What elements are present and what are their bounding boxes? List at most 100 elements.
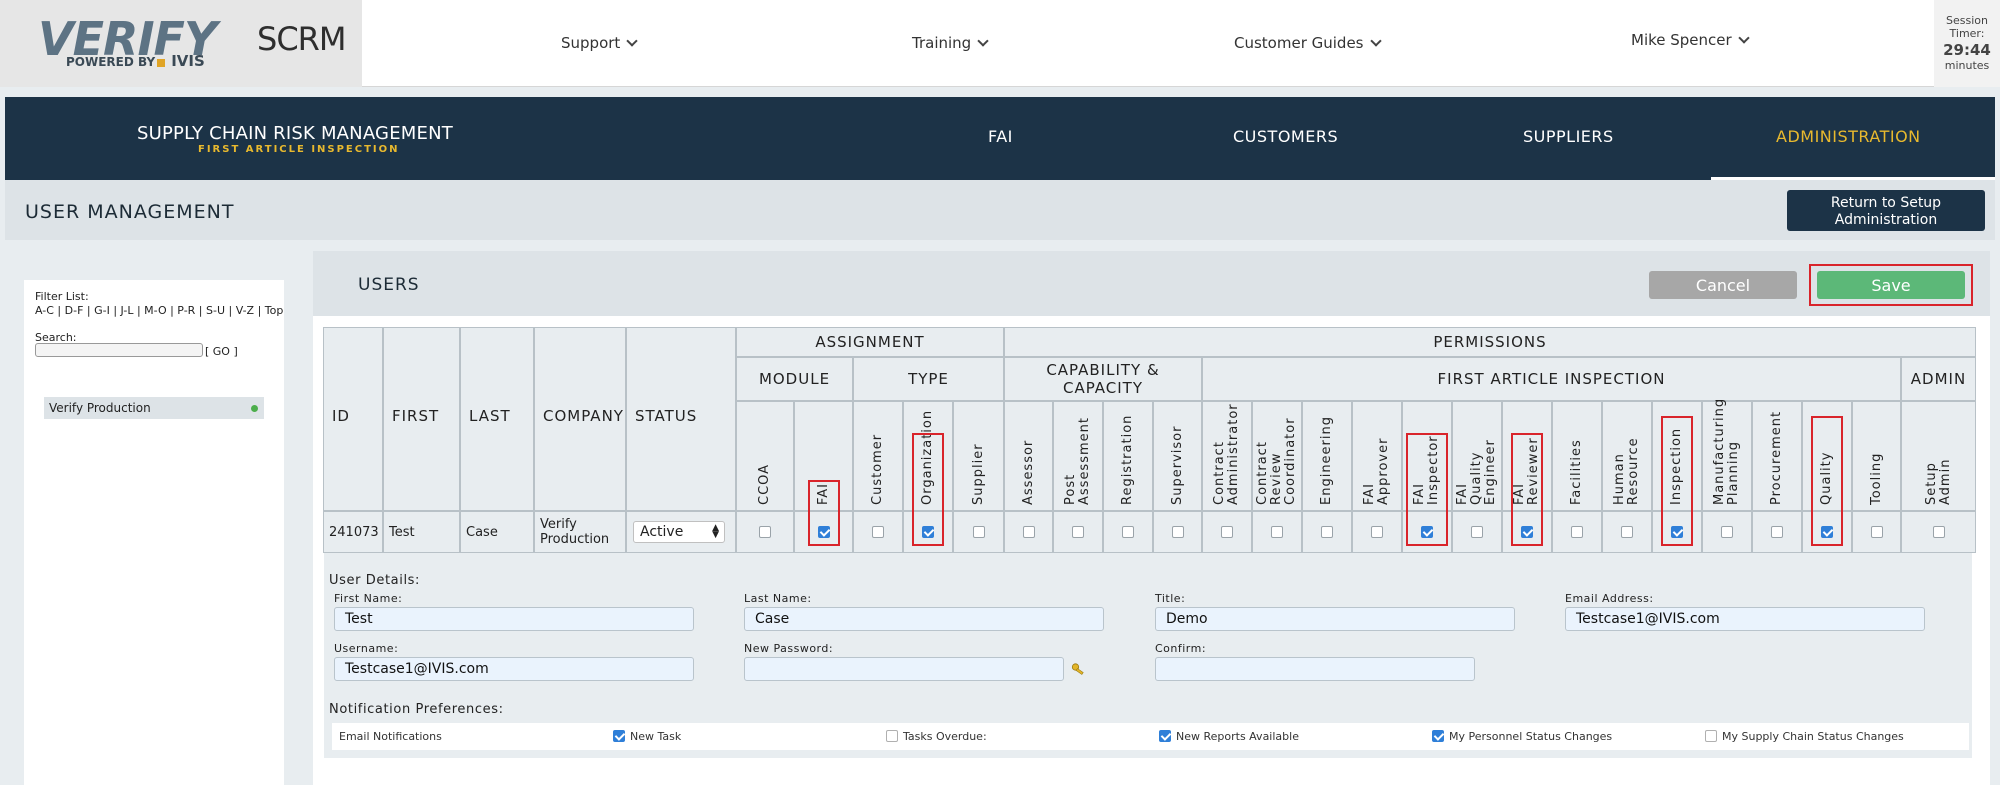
- col-header-label: Facilities: [1569, 439, 1584, 505]
- col-header-human-resource: Human Resource: [1602, 401, 1652, 511]
- save-button[interactable]: Save: [1817, 271, 1965, 299]
- col-header-quality: Quality: [1802, 401, 1852, 511]
- col-header-label: Assessor: [1020, 439, 1036, 505]
- group-header-permissions: PERMISSIONS: [1004, 327, 1976, 357]
- permission-checkbox[interactable]: [759, 526, 771, 538]
- supply-chain-status-checkbox[interactable]: [1705, 730, 1717, 742]
- permission-cell: [1053, 511, 1103, 553]
- permission-checkbox[interactable]: [1421, 526, 1433, 538]
- user-details-title: User Details:: [329, 573, 421, 588]
- col-header-label: FAI Quality Engineer: [1455, 439, 1498, 505]
- col-header-manufacturing-planning: Manufacturing Planning: [1702, 397, 1752, 511]
- first-name-field[interactable]: Test: [334, 607, 694, 631]
- permission-cell: [1452, 511, 1502, 553]
- session-timer: Session Timer: 29:44 minutes: [1934, 0, 2000, 87]
- cancel-button[interactable]: Cancel: [1649, 271, 1797, 299]
- col-header-label: Manufacturing Planning: [1712, 397, 1741, 505]
- key-icon[interactable]: [1071, 662, 1085, 676]
- col-header-post-assessment: Post Assessment: [1053, 401, 1103, 511]
- col-header-label: Contract Administrator: [1212, 403, 1241, 505]
- permission-checkbox[interactable]: [1171, 526, 1184, 538]
- select-arrows-icon: ▲ ▼: [712, 523, 719, 540]
- email-notifications-label: Email Notifications: [339, 730, 442, 743]
- permission-cell: [1901, 511, 1976, 553]
- permission-checkbox[interactable]: [1671, 526, 1683, 538]
- permission-checkbox[interactable]: [1371, 526, 1383, 538]
- nav-training[interactable]: Training: [912, 34, 989, 52]
- return-to-setup-button[interactable]: Return to Setup Administration: [1787, 190, 1985, 231]
- permission-checkbox[interactable]: [872, 526, 884, 538]
- search-label: Search:: [35, 331, 77, 344]
- confirm-field[interactable]: [1155, 657, 1475, 681]
- permission-checkbox[interactable]: [1571, 526, 1583, 538]
- row-company: Verify Production: [534, 511, 626, 553]
- tasks-overdue-checkbox[interactable]: [886, 730, 898, 742]
- col-header-fai-approver: FAI Approver: [1352, 401, 1402, 511]
- highlight-box: [1661, 416, 1693, 546]
- username-field[interactable]: Testcase1@IVIS.com: [334, 657, 694, 681]
- logo[interactable]: VERIFY POWERED BY IVIS SCRM: [0, 0, 362, 87]
- title-field[interactable]: Demo: [1155, 607, 1515, 631]
- permission-checkbox[interactable]: [1221, 526, 1233, 538]
- email-field[interactable]: Testcase1@IVIS.com: [1565, 607, 1925, 631]
- main-nav: SUPPLY CHAIN RISK MANAGEMENT FIRST ARTIC…: [5, 97, 1995, 180]
- permission-checkbox[interactable]: [1721, 526, 1733, 538]
- permission-cell: [903, 511, 953, 553]
- permission-cell: [953, 511, 1004, 553]
- status-select[interactable]: Active ▲ ▼: [633, 521, 725, 543]
- page-header: USER MANAGEMENT Return to Setup Administ…: [5, 180, 1995, 240]
- col-header-label: Procurement: [1769, 410, 1784, 505]
- chevron-down-icon: [977, 35, 989, 47]
- permission-checkbox[interactable]: [1271, 526, 1283, 538]
- go-button[interactable]: [ GO ]: [205, 345, 238, 358]
- status-dot-icon: [251, 405, 258, 412]
- page-title: USER MANAGEMENT: [25, 201, 235, 223]
- permission-cell: [794, 511, 853, 553]
- new-reports-checkbox[interactable]: [1159, 730, 1171, 742]
- permission-checkbox[interactable]: [1471, 526, 1483, 538]
- col-header-organization: Organization: [903, 401, 953, 511]
- permission-checkbox[interactable]: [1321, 526, 1333, 538]
- org-list-item[interactable]: Verify Production: [44, 397, 264, 419]
- top-bar: VERIFY POWERED BY IVIS SCRM Support Train…: [0, 0, 2000, 87]
- new-password-field[interactable]: [744, 657, 1064, 681]
- permission-checkbox[interactable]: [1870, 526, 1883, 538]
- permission-checkbox[interactable]: [922, 526, 934, 538]
- permission-checkbox[interactable]: [1022, 526, 1035, 538]
- group-header-assignment: ASSIGNMENT: [736, 327, 1004, 357]
- permission-cell: [1502, 511, 1552, 553]
- personnel-status-checkbox[interactable]: [1432, 730, 1444, 742]
- permission-checkbox[interactable]: [972, 526, 985, 538]
- filter-links[interactable]: A-C | D-F | G-I | J-L | M-O | P-R | S-U …: [35, 304, 284, 317]
- col-header-setup-admin: Setup Admin: [1901, 401, 1976, 511]
- col-header-registration: Registration: [1103, 401, 1153, 511]
- nav-administration[interactable]: ADMINISTRATION: [1776, 127, 1921, 146]
- permission-checkbox[interactable]: [1621, 526, 1633, 538]
- nav-support[interactable]: Support: [561, 34, 638, 52]
- permission-checkbox[interactable]: [1821, 526, 1833, 538]
- col-header-fai-quality-engineer: FAI Quality Engineer: [1452, 401, 1502, 511]
- nav-fai[interactable]: FAI: [988, 127, 1013, 146]
- subheader-admin: ADMIN: [1901, 357, 1976, 401]
- nav-suppliers[interactable]: SUPPLIERS: [1523, 127, 1614, 146]
- search-input[interactable]: [35, 343, 203, 357]
- permission-checkbox[interactable]: [1122, 526, 1134, 538]
- permission-checkbox[interactable]: [1771, 526, 1783, 538]
- email-label: Email Address:: [1565, 592, 1654, 605]
- permission-cell: [1252, 511, 1302, 553]
- highlight-box: [912, 433, 944, 546]
- col-header-label: Customer: [870, 433, 885, 505]
- first-name-label: First Name:: [334, 592, 403, 605]
- nav-customer-guides[interactable]: Customer Guides: [1234, 34, 1382, 52]
- permission-cell: [1552, 511, 1602, 553]
- subheader-first-article-inspection: FIRST ARTICLE INSPECTION: [1202, 357, 1901, 401]
- permission-checkbox[interactable]: [1932, 526, 1945, 538]
- user-menu[interactable]: Mike Spencer: [1631, 31, 1750, 49]
- last-name-field[interactable]: Case: [744, 607, 1104, 631]
- permission-checkbox[interactable]: [1072, 526, 1084, 538]
- permission-checkbox[interactable]: [1521, 526, 1533, 538]
- permission-checkbox[interactable]: [817, 526, 830, 538]
- new-task-checkbox[interactable]: [613, 730, 625, 742]
- nav-customers[interactable]: CUSTOMERS: [1233, 127, 1339, 146]
- col-header-label: Tooling: [1868, 452, 1884, 505]
